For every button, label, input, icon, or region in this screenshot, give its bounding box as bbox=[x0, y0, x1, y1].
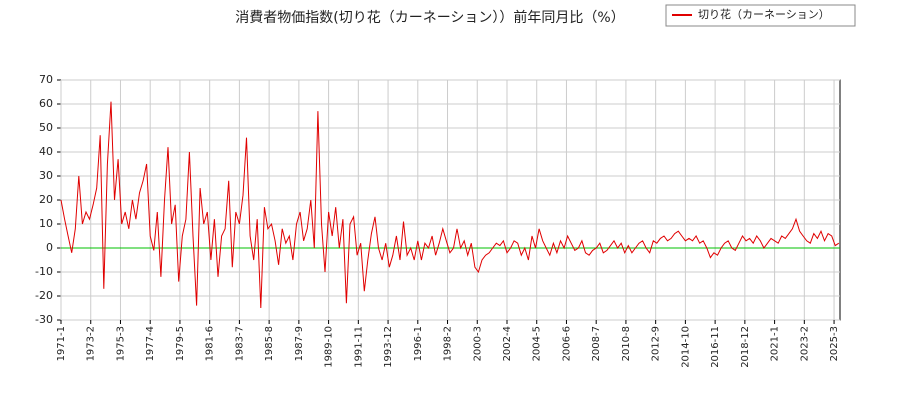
x-tick-label: 2016-11 bbox=[710, 326, 721, 368]
y-tick-label: -20 bbox=[35, 289, 53, 302]
x-tick-label: 2014-10 bbox=[680, 326, 691, 368]
x-tick-label: 1991-11 bbox=[353, 326, 364, 368]
y-tick-label: -10 bbox=[35, 265, 53, 278]
x-tick-label: 2006-6 bbox=[561, 326, 572, 361]
legend: 切り花（カーネーション） bbox=[665, 4, 856, 27]
x-tick-label: 2004-5 bbox=[532, 326, 543, 361]
x-tick-label: 2008-7 bbox=[591, 326, 602, 361]
y-tick-label: 10 bbox=[39, 217, 53, 230]
x-tick-label: 1987-9 bbox=[294, 326, 305, 361]
y-tick-label: 60 bbox=[39, 97, 53, 110]
y-tick-label: 0 bbox=[46, 241, 53, 254]
legend-box bbox=[665, 4, 856, 27]
x-tick-label: 2023-2 bbox=[799, 326, 810, 361]
x-tick-label: 1998-2 bbox=[443, 326, 454, 361]
x-tick-label: 1979-5 bbox=[175, 326, 186, 361]
x-tick-label: 2010-8 bbox=[621, 326, 632, 361]
y-tick-label: -30 bbox=[35, 313, 53, 326]
x-tick-label: 1977-4 bbox=[145, 326, 156, 361]
x-tick-label: 1996-1 bbox=[413, 326, 424, 361]
y-tick-label: 70 bbox=[39, 73, 53, 86]
x-tick-label: 1975-3 bbox=[115, 326, 126, 361]
x-tick-label: 1973-2 bbox=[86, 326, 97, 361]
x-tick-label: 1971-1 bbox=[56, 326, 67, 361]
x-tick-label: 2012-9 bbox=[651, 326, 662, 361]
y-tick-label: 50 bbox=[39, 121, 53, 134]
x-tick-label: 2002-4 bbox=[502, 326, 513, 361]
x-tick-label: 1993-12 bbox=[383, 326, 394, 368]
data-line bbox=[60, 101, 840, 309]
x-tick-label: 2025-3 bbox=[829, 326, 840, 361]
y-tick-label: 30 bbox=[39, 169, 53, 182]
chart-title: 消費者物価指数(切り花（カーネーション））前年同月比（%） bbox=[235, 9, 624, 26]
y-tick-label: 40 bbox=[39, 145, 53, 158]
x-tick-label: 1985-8 bbox=[264, 326, 275, 361]
x-tick-label: 1983-7 bbox=[234, 326, 245, 361]
x-tick-label: 1981-6 bbox=[205, 326, 216, 361]
x-tick-label: 2000-3 bbox=[472, 326, 483, 361]
y-tick-label: 20 bbox=[39, 193, 53, 206]
legend-label: 切り花（カーネーション） bbox=[698, 8, 830, 21]
x-tick-label: 2018-12 bbox=[740, 326, 751, 368]
x-tick-label: 1989-10 bbox=[324, 326, 335, 368]
x-tick-label: 2021-1 bbox=[770, 326, 781, 361]
